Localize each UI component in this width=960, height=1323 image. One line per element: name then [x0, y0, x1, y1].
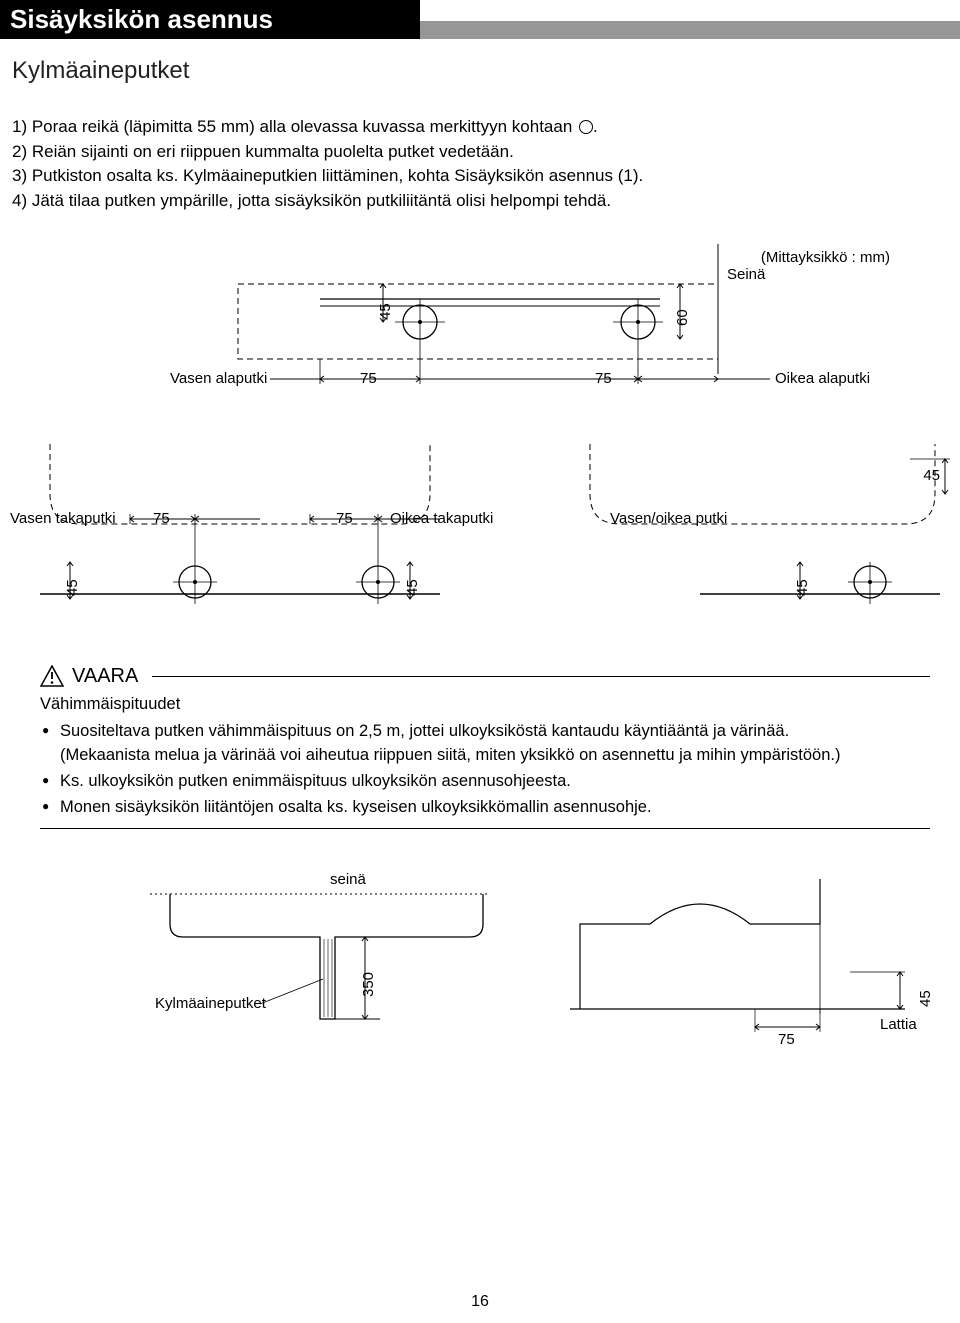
page-title-bar: Sisäyksikön asennus — [0, 0, 420, 39]
right-back-label: Oikea takaputki — [390, 510, 493, 527]
instructions-block: 1) Poraa reikä (läpimitta 55 mm) alla ol… — [12, 115, 950, 214]
warning-bullet-1: Suositeltava putken vähimmäispituus on 2… — [42, 720, 930, 768]
dim-75-b: 75 — [595, 370, 612, 387]
warning-bullet-3: Monen sisäyksikön liitäntöjen osalta ks.… — [42, 796, 930, 820]
section-subtitle: Kylmäaineputket — [12, 57, 960, 85]
left-back-label: Vasen takaputki — [10, 510, 116, 527]
warning-bullet-1-text: Suositeltava putken vähimmäispituus on 2… — [60, 722, 789, 740]
warning-title: VAARA — [72, 662, 138, 691]
dim-75-floor: 75 — [778, 1031, 795, 1048]
warning-block: VAARA Vähimmäispituudet Suositeltava put… — [40, 662, 930, 830]
header-gray-stripe — [420, 21, 960, 39]
warning-bullets: Suositeltava putken vähimmäispituus on 2… — [42, 720, 930, 820]
right-pipe-label: Oikea alaputki — [775, 370, 870, 387]
warning-icon — [40, 665, 64, 687]
unit-label: (Mittayksikkö : mm) — [761, 249, 890, 266]
warning-title-line — [152, 676, 930, 677]
wall-label-2: seinä — [330, 871, 366, 888]
instruction-1-text-b: . — [593, 117, 598, 136]
pipes-label: Kylmäaineputket — [155, 995, 266, 1012]
dim-45-v3: 45 — [794, 579, 811, 596]
page-title: Sisäyksikön asennus — [10, 4, 273, 34]
warning-title-row: VAARA — [40, 662, 930, 691]
instruction-1-text-a: 1) Poraa reikä (läpimitta 55 mm) alla ol… — [12, 117, 577, 136]
warning-subtitle: Vähimmäispituudet — [40, 693, 930, 717]
drill-point-icon — [579, 120, 593, 134]
dim-75-a: 75 — [153, 510, 170, 527]
header-row: Sisäyksikön asennus — [0, 0, 960, 39]
dim-60: 60 — [674, 309, 691, 326]
warning-bottom-line — [40, 828, 930, 829]
instruction-2: 2) Reiän sijainti on eri riippuen kummal… — [12, 140, 950, 165]
dim-45: 45 — [377, 303, 394, 320]
diagram2-svg — [10, 434, 950, 634]
dim-45-v1: 45 — [64, 579, 81, 596]
wall-label: Seinä — [727, 266, 765, 283]
page-number: 16 — [471, 1293, 489, 1311]
floor-label: Lattia — [880, 1016, 917, 1033]
dim-45-v2: 45 — [404, 579, 421, 596]
dim-45-right: 45 — [923, 467, 940, 484]
dim-75-b: 75 — [336, 510, 353, 527]
dim-75-a: 75 — [360, 370, 377, 387]
left-pipe-label: Vasen alaputki — [170, 370, 267, 387]
instruction-4: 4) Jätä tilaa putken ympärille, jotta si… — [12, 189, 950, 214]
diagram-bottom-positions: 45 Vasen takaputki 75 75 Oikea takaputki… — [10, 434, 950, 634]
diagram-wall-floor: seinä Kylmäaineputket 350 75 45 Lattia — [20, 859, 940, 1059]
warning-bullet-2: Ks. ulkoyksikön putken enimmäispituus ul… — [42, 770, 930, 794]
dim-350: 350 — [360, 972, 377, 997]
instruction-3: 3) Putkiston osalta ks. Kylmäaineputkien… — [12, 164, 950, 189]
instruction-1: 1) Poraa reikä (läpimitta 55 mm) alla ol… — [12, 115, 950, 140]
dim-45-floor: 45 — [917, 990, 934, 1007]
diagram-top-view: (Mittayksikkö : mm) Seinä 45 60 Vasen al… — [20, 244, 940, 404]
diagram3-svg — [20, 859, 940, 1059]
side-pipe-label: Vasen/oikea putki — [610, 510, 727, 527]
warning-bullet-1-note: (Mekaanista melua ja värinää voi aiheutu… — [60, 746, 840, 764]
